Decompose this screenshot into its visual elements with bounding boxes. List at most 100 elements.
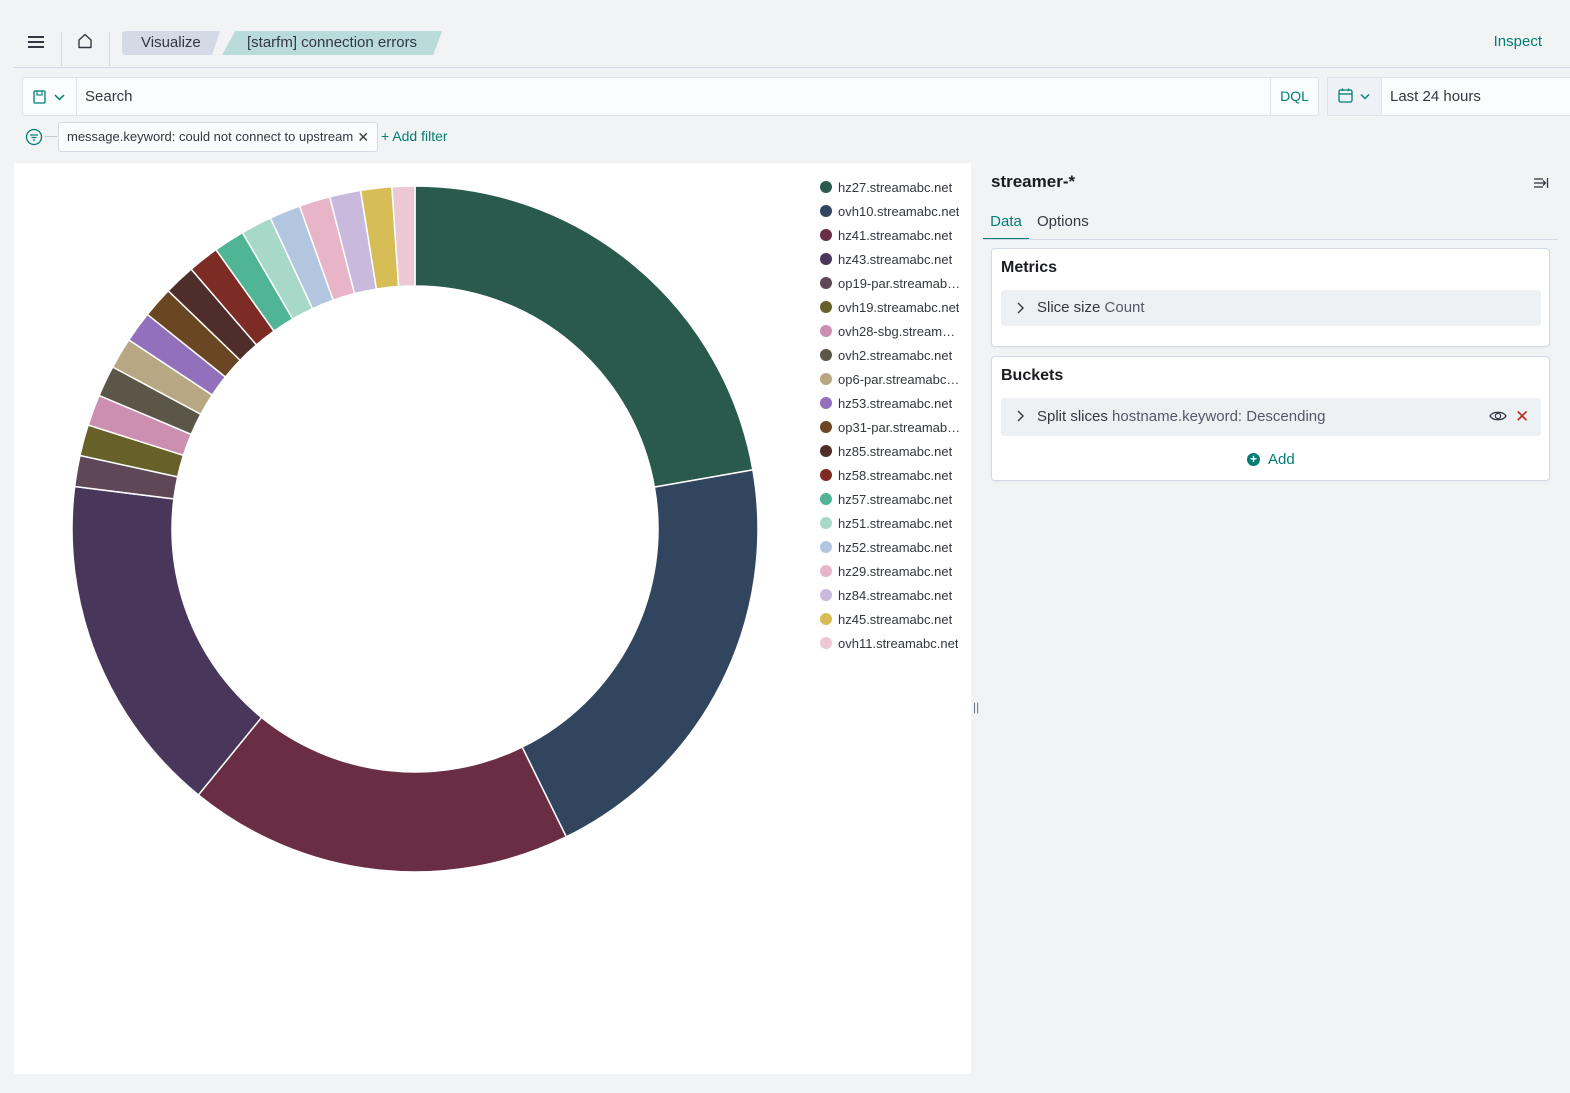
legend-color-dot — [820, 325, 832, 337]
legend-label: ovh11.streamabc.net — [838, 635, 959, 651]
tabs-divider — [983, 239, 1558, 240]
metrics-panel: Metrics Slice size Count — [991, 248, 1550, 347]
remove-filter-icon[interactable]: ✕ — [357, 129, 370, 145]
metrics-title: Metrics — [1001, 259, 1058, 276]
legend-label: hz27.streamabc.net — [838, 179, 953, 195]
legend-label: op31-par.streamabc.net — [838, 419, 962, 435]
plus-circle-icon: + — [1247, 453, 1260, 466]
legend-item[interactable]: hz27.streamabc.net — [820, 175, 970, 199]
legend-label: hz51.streamabc.net — [838, 515, 953, 531]
legend-label: hz41.streamabc.net — [838, 227, 953, 243]
saved-query-icon — [33, 90, 65, 104]
legend-color-dot — [820, 517, 832, 529]
legend-item[interactable]: hz52.streamabc.net — [820, 535, 970, 559]
nav-divider — [109, 32, 110, 66]
donut-slice-3[interactable] — [71, 485, 263, 797]
legend-label: op6-par.streamabc.net — [838, 371, 962, 387]
legend-item[interactable]: op19-par.streamabc.net — [820, 271, 970, 295]
legend-item[interactable]: hz53.streamabc.net — [820, 391, 970, 415]
time-range-value[interactable]: Last 24 hours — [1390, 88, 1481, 105]
legend-color-dot — [820, 229, 832, 241]
calendar-icon — [1338, 88, 1370, 103]
add-bucket-button[interactable]: + Add — [1247, 451, 1295, 468]
legend-item[interactable]: hz41.streamabc.net — [820, 223, 970, 247]
legend-color-dot — [820, 205, 832, 217]
buckets-panel: Buckets Split slices hostname.keyword: D… — [991, 356, 1550, 481]
legend-item[interactable]: op31-par.streamabc.net — [820, 415, 970, 439]
legend-item[interactable]: hz58.streamabc.net — [820, 463, 970, 487]
remove-bucket-icon[interactable]: ✕ — [1515, 407, 1530, 426]
saved-query-button[interactable] — [23, 78, 77, 115]
filter-connector — [45, 136, 57, 137]
legend-label: hz53.streamabc.net — [838, 395, 953, 411]
home-icon[interactable] — [76, 32, 96, 52]
legend-item[interactable]: ovh28-sbg.streamabc.net — [820, 319, 970, 343]
legend-color-dot — [820, 397, 832, 409]
legend-color-dot — [820, 637, 832, 649]
metric-slice-size-row[interactable]: Slice size Count — [1001, 290, 1541, 326]
legend-label: ovh2.streamabc.net — [838, 347, 953, 363]
donut-slice-19[interactable] — [391, 185, 416, 288]
legend-item[interactable]: ovh11.streamabc.net — [820, 631, 970, 655]
eye-icon[interactable] — [1489, 408, 1507, 424]
date-picker: Last 24 hours — [1327, 77, 1570, 116]
legend-item[interactable]: hz57.streamabc.net — [820, 487, 970, 511]
legend-item[interactable]: hz45.streamabc.net — [820, 607, 970, 631]
legend-color-dot — [820, 469, 832, 481]
query-bar: DQL — [22, 77, 1319, 116]
legend-label: hz85.streamabc.net — [838, 443, 953, 459]
add-filter-button[interactable]: + Add filter — [381, 128, 448, 144]
legend-color-dot — [820, 421, 832, 433]
filter-icon[interactable] — [25, 128, 43, 146]
legend-color-dot — [820, 301, 832, 313]
collapse-sidebar-icon[interactable] — [1533, 176, 1549, 190]
index-pattern-title: streamer-* — [991, 172, 1076, 191]
tab-options[interactable]: Options — [1037, 213, 1089, 230]
legend-label: hz57.streamabc.net — [838, 491, 953, 507]
breadcrumb-visualize[interactable]: Visualize — [122, 31, 220, 55]
date-quick-menu-button[interactable] — [1328, 78, 1382, 115]
search-input[interactable] — [77, 78, 1271, 115]
legend-color-dot — [820, 541, 832, 553]
panel-resize-handle[interactable]: || — [973, 700, 980, 714]
legend-label: hz84.streamabc.net — [838, 587, 953, 603]
bucket-split-slices-row[interactable]: Split slices hostname.keyword: Descendin… — [1001, 398, 1541, 436]
legend-label: op19-par.streamabc.net — [838, 275, 962, 291]
legend-label: hz45.streamabc.net — [838, 611, 953, 627]
legend-label: ovh19.streamabc.net — [838, 299, 960, 315]
legend-item[interactable]: hz84.streamabc.net — [820, 583, 970, 607]
filter-pill-label: message.keyword: could not connect to up… — [67, 129, 354, 144]
legend-color-dot — [820, 445, 832, 457]
donut-slice-0[interactable] — [414, 185, 754, 488]
chevron-right-icon — [1017, 302, 1024, 314]
chart-legend: hz27.streamabc.net ovh10.streamabc.net hz4… — [820, 175, 970, 655]
legend-item[interactable]: hz43.streamabc.net — [820, 247, 970, 271]
donut-slice-1[interactable] — [521, 469, 759, 838]
legend-item[interactable]: ovh2.streamabc.net — [820, 343, 970, 367]
buckets-title: Buckets — [1001, 367, 1064, 384]
legend-item[interactable]: hz29.streamabc.net — [820, 559, 970, 583]
legend-label: ovh28-sbg.streamabc.net — [838, 323, 962, 339]
legend-item[interactable]: op6-par.streamabc.net — [820, 367, 970, 391]
legend-item[interactable]: ovh19.streamabc.net — [820, 295, 970, 319]
legend-color-dot — [820, 565, 832, 577]
legend-label: hz29.streamabc.net — [838, 563, 953, 579]
hamburger-menu-icon[interactable] — [28, 34, 46, 50]
filter-pill[interactable]: message.keyword: could not connect to up… — [58, 122, 379, 152]
legend-color-dot — [820, 493, 832, 505]
legend-color-dot — [820, 349, 832, 361]
legend-item[interactable]: hz85.streamabc.net — [820, 439, 970, 463]
donut-slice-2[interactable] — [197, 716, 568, 873]
tab-data[interactable]: Data — [983, 210, 1029, 240]
chevron-right-icon — [1017, 410, 1024, 422]
legend-color-dot — [820, 589, 832, 601]
query-language-button[interactable]: DQL — [1270, 78, 1318, 115]
inspect-button[interactable]: Inspect — [1493, 33, 1542, 50]
legend-color-dot — [820, 277, 832, 289]
donut-chart — [71, 185, 759, 873]
legend-item[interactable]: hz51.streamabc.net — [820, 511, 970, 535]
legend-label: ovh10.streamabc.net — [838, 203, 960, 219]
legend-color-dot — [820, 373, 832, 385]
top-nav-bar: Visualize [starfm] connection errors Ins… — [14, 18, 1570, 68]
legend-item[interactable]: ovh10.streamabc.net — [820, 199, 970, 223]
